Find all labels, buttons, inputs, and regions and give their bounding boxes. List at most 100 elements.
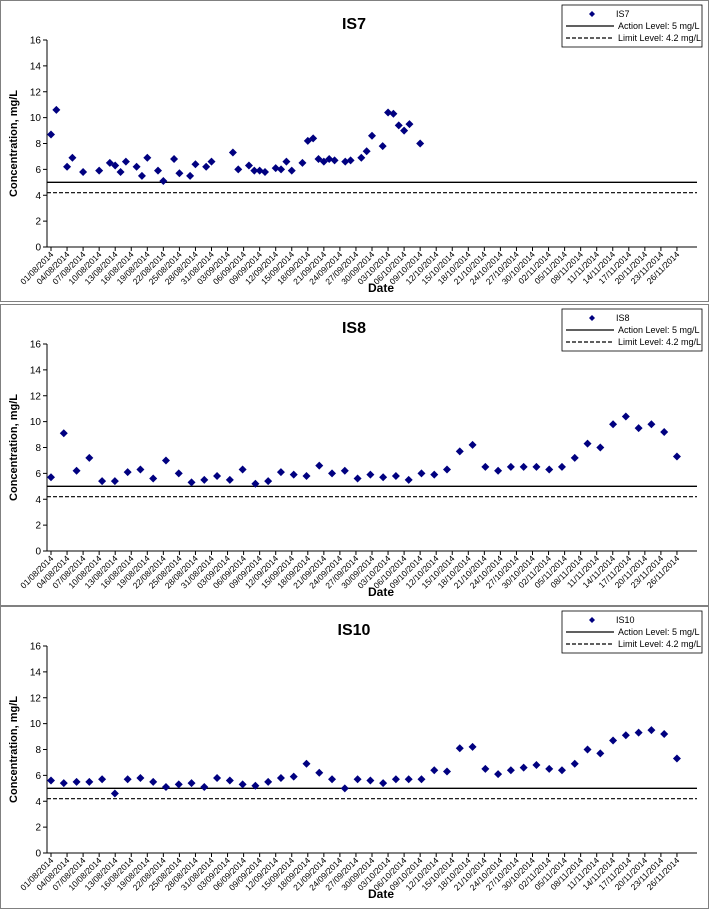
data-point <box>149 777 158 786</box>
data-point <box>468 440 477 449</box>
data-point <box>394 121 403 130</box>
data-point <box>353 775 362 784</box>
data-point <box>154 166 162 175</box>
data-point <box>621 731 630 740</box>
data-point <box>302 471 311 480</box>
data-point <box>404 475 413 484</box>
data-point <box>202 162 211 171</box>
y-axis-label: Concentration, mg/L <box>8 696 20 803</box>
data-point <box>315 768 324 777</box>
data-point <box>149 474 158 483</box>
data-point <box>315 461 324 470</box>
y-tick-label: 12 <box>30 693 42 704</box>
data-point <box>404 775 413 784</box>
data-point <box>159 177 168 186</box>
data-point <box>111 161 120 170</box>
data-point <box>298 158 307 167</box>
data-point <box>468 742 477 751</box>
data-point <box>672 452 681 461</box>
data-point <box>110 477 119 486</box>
data-point <box>95 166 104 175</box>
data-point <box>353 474 362 483</box>
data-point <box>417 775 426 784</box>
legend-label-action: Action Level: 5 mg/L <box>618 627 700 637</box>
y-tick-label: 4 <box>35 495 41 506</box>
y-tick-label: 6 <box>35 771 41 782</box>
data-point <box>123 775 132 784</box>
data-point <box>519 763 528 772</box>
y-tick-label: 16 <box>30 340 42 351</box>
y-tick-label: 16 <box>30 642 42 653</box>
y-tick-label: 10 <box>30 417 42 428</box>
data-point <box>187 779 196 788</box>
data-point <box>405 120 414 129</box>
y-tick-label: 2 <box>35 823 41 834</box>
data-point <box>532 462 541 471</box>
data-point <box>557 462 566 471</box>
data-point <box>596 443 605 452</box>
data-point <box>225 475 234 484</box>
data-point <box>175 169 184 178</box>
data-point <box>481 462 490 471</box>
chart-title: IS7 <box>342 16 366 33</box>
data-point <box>136 465 145 474</box>
y-tick-label: 10 <box>30 113 42 124</box>
x-axis-label: Date <box>368 281 394 295</box>
data-point <box>583 745 592 754</box>
y-tick-label: 6 <box>35 469 41 480</box>
y-tick-label: 4 <box>35 797 41 808</box>
y-tick-label: 14 <box>30 365 42 376</box>
data-point <box>481 764 490 773</box>
data-point <box>557 766 566 775</box>
data-point <box>244 161 253 170</box>
y-tick-label: 6 <box>35 165 41 176</box>
data-point <box>596 749 605 758</box>
legend-label-limit: Limit Level: 4.2 mg/L <box>618 337 701 347</box>
data-point <box>634 728 643 737</box>
y-tick-label: 0 <box>35 547 41 558</box>
data-point <box>68 153 77 162</box>
data-point <box>170 155 179 164</box>
data-point <box>400 126 409 135</box>
data-point <box>98 775 107 784</box>
data-point <box>325 155 334 164</box>
legend-label-series: IS10 <box>616 615 635 625</box>
legend-label-series: IS7 <box>616 9 630 19</box>
data-point <box>110 789 119 798</box>
data-point <box>47 130 55 139</box>
data-point <box>366 470 375 479</box>
data-point <box>251 479 260 488</box>
data-point <box>330 156 339 165</box>
data-point <box>455 744 464 753</box>
data-point <box>255 166 264 175</box>
data-point <box>238 465 247 474</box>
data-point <box>391 471 400 480</box>
y-tick-label: 12 <box>30 391 42 402</box>
data-point <box>583 439 592 448</box>
data-point <box>443 465 452 474</box>
data-point <box>506 462 515 471</box>
data-point <box>545 764 554 773</box>
data-point <box>362 147 371 156</box>
data-point <box>417 469 426 478</box>
data-point <box>277 165 286 174</box>
data-point <box>52 105 61 114</box>
legend-label-action: Action Level: 5 mg/L <box>618 21 700 31</box>
data-point <box>59 429 68 438</box>
y-tick-label: 8 <box>35 745 41 756</box>
legend-marker <box>589 315 595 321</box>
data-point <box>660 729 669 738</box>
data-point <box>200 783 209 792</box>
data-point <box>207 157 216 166</box>
data-point <box>430 766 439 775</box>
data-point <box>660 427 669 436</box>
data-point <box>47 473 55 482</box>
data-point <box>287 166 296 175</box>
data-point <box>570 759 579 768</box>
data-point <box>161 783 170 792</box>
data-point <box>609 736 618 745</box>
data-point <box>416 139 425 148</box>
data-point <box>191 160 200 169</box>
data-point <box>98 477 107 486</box>
data-point <box>137 171 146 180</box>
